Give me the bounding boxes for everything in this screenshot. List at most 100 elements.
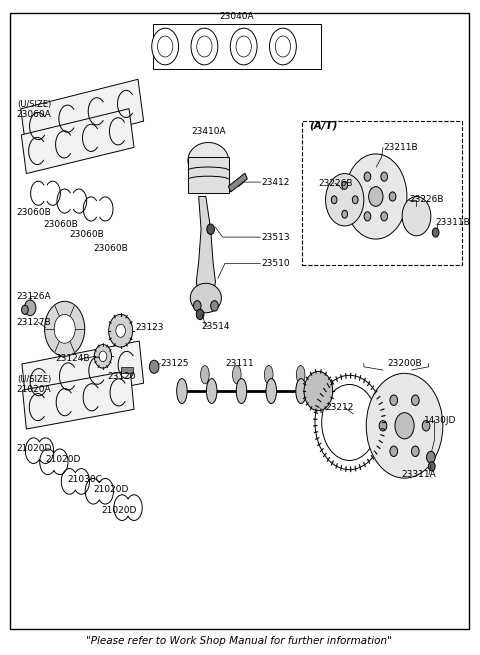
Circle shape: [364, 172, 371, 181]
Circle shape: [236, 36, 252, 57]
Circle shape: [230, 28, 257, 65]
Text: 21020D: 21020D: [93, 485, 129, 495]
Circle shape: [22, 305, 28, 314]
Text: 23510: 23510: [261, 259, 289, 268]
Text: 23514: 23514: [201, 322, 229, 331]
Bar: [228, 173, 247, 192]
Text: 23040A: 23040A: [220, 12, 254, 21]
Circle shape: [193, 301, 201, 311]
Text: 23212: 23212: [325, 403, 354, 412]
Text: 23060B: 23060B: [70, 230, 104, 239]
Ellipse shape: [236, 379, 247, 403]
Circle shape: [325, 174, 364, 226]
Circle shape: [411, 446, 419, 457]
Circle shape: [342, 181, 348, 189]
Text: 1430JD: 1430JD: [424, 416, 456, 425]
Ellipse shape: [177, 379, 187, 403]
Circle shape: [24, 300, 36, 316]
Text: 23060B: 23060B: [43, 219, 78, 229]
Circle shape: [381, 172, 387, 181]
Ellipse shape: [190, 283, 221, 313]
Bar: [301, 121, 462, 265]
Text: 23127B: 23127B: [17, 318, 51, 327]
Circle shape: [369, 187, 383, 206]
Bar: [120, 367, 132, 373]
Text: 23226B: 23226B: [318, 179, 353, 188]
Text: 23410A: 23410A: [191, 126, 226, 136]
Text: 23125: 23125: [160, 359, 189, 368]
Text: 23060B: 23060B: [93, 244, 128, 253]
Text: 23126A: 23126A: [17, 291, 51, 301]
Circle shape: [402, 196, 431, 236]
Ellipse shape: [206, 379, 217, 403]
Circle shape: [196, 309, 204, 320]
Circle shape: [211, 301, 218, 311]
Circle shape: [207, 224, 215, 234]
Ellipse shape: [266, 379, 276, 403]
Circle shape: [411, 395, 419, 405]
Circle shape: [149, 360, 159, 373]
Text: 21020D: 21020D: [101, 506, 136, 515]
Circle shape: [54, 314, 75, 343]
Circle shape: [99, 351, 107, 362]
Text: 21020D: 21020D: [17, 444, 52, 453]
Circle shape: [381, 212, 387, 221]
Circle shape: [379, 421, 387, 431]
Text: 23513: 23513: [261, 233, 289, 242]
Circle shape: [389, 192, 396, 201]
Circle shape: [152, 28, 179, 65]
Circle shape: [331, 196, 337, 204]
Circle shape: [429, 462, 435, 471]
Text: 21020D: 21020D: [46, 455, 81, 464]
Text: 23200B: 23200B: [387, 359, 422, 368]
Circle shape: [427, 451, 435, 463]
Polygon shape: [196, 196, 216, 305]
Circle shape: [390, 446, 397, 457]
Text: 23111: 23111: [225, 359, 253, 368]
Bar: [153, 24, 321, 69]
Circle shape: [94, 345, 111, 368]
Ellipse shape: [232, 365, 241, 384]
Text: (U/SIZE): (U/SIZE): [17, 100, 51, 109]
Polygon shape: [22, 341, 144, 406]
Text: 23211B: 23211B: [383, 143, 418, 152]
Circle shape: [191, 28, 218, 65]
Text: 23226B: 23226B: [409, 195, 444, 204]
Circle shape: [395, 413, 414, 439]
Ellipse shape: [264, 365, 273, 384]
Polygon shape: [23, 371, 134, 429]
Text: 21030C: 21030C: [67, 475, 102, 484]
Text: 23123: 23123: [135, 323, 164, 332]
Circle shape: [108, 314, 132, 347]
Text: 23311B: 23311B: [436, 218, 470, 227]
Text: 23311A: 23311A: [401, 470, 436, 479]
Circle shape: [364, 212, 371, 221]
Circle shape: [270, 28, 296, 65]
Text: 23124B: 23124B: [55, 354, 90, 364]
Circle shape: [345, 154, 407, 239]
Text: (A/T): (A/T): [309, 121, 337, 131]
Polygon shape: [21, 109, 134, 174]
Circle shape: [322, 384, 377, 460]
Text: "Please refer to Work Shop Manual for further information": "Please refer to Work Shop Manual for fu…: [86, 635, 392, 646]
Text: 23060A: 23060A: [17, 110, 51, 119]
Text: 23120: 23120: [108, 372, 136, 381]
Text: 21020A: 21020A: [17, 385, 51, 394]
Circle shape: [352, 196, 358, 204]
Circle shape: [390, 395, 397, 405]
Circle shape: [342, 210, 348, 218]
Circle shape: [356, 192, 362, 201]
Circle shape: [116, 324, 125, 337]
Circle shape: [315, 375, 384, 470]
Circle shape: [432, 228, 439, 237]
Circle shape: [366, 373, 443, 478]
Circle shape: [197, 36, 212, 57]
Circle shape: [45, 301, 85, 356]
Ellipse shape: [296, 379, 306, 403]
Circle shape: [422, 421, 430, 431]
Ellipse shape: [188, 143, 228, 179]
Bar: [188, 157, 229, 193]
Text: 23060B: 23060B: [17, 208, 51, 217]
Text: 23412: 23412: [261, 178, 289, 187]
Polygon shape: [21, 79, 144, 151]
